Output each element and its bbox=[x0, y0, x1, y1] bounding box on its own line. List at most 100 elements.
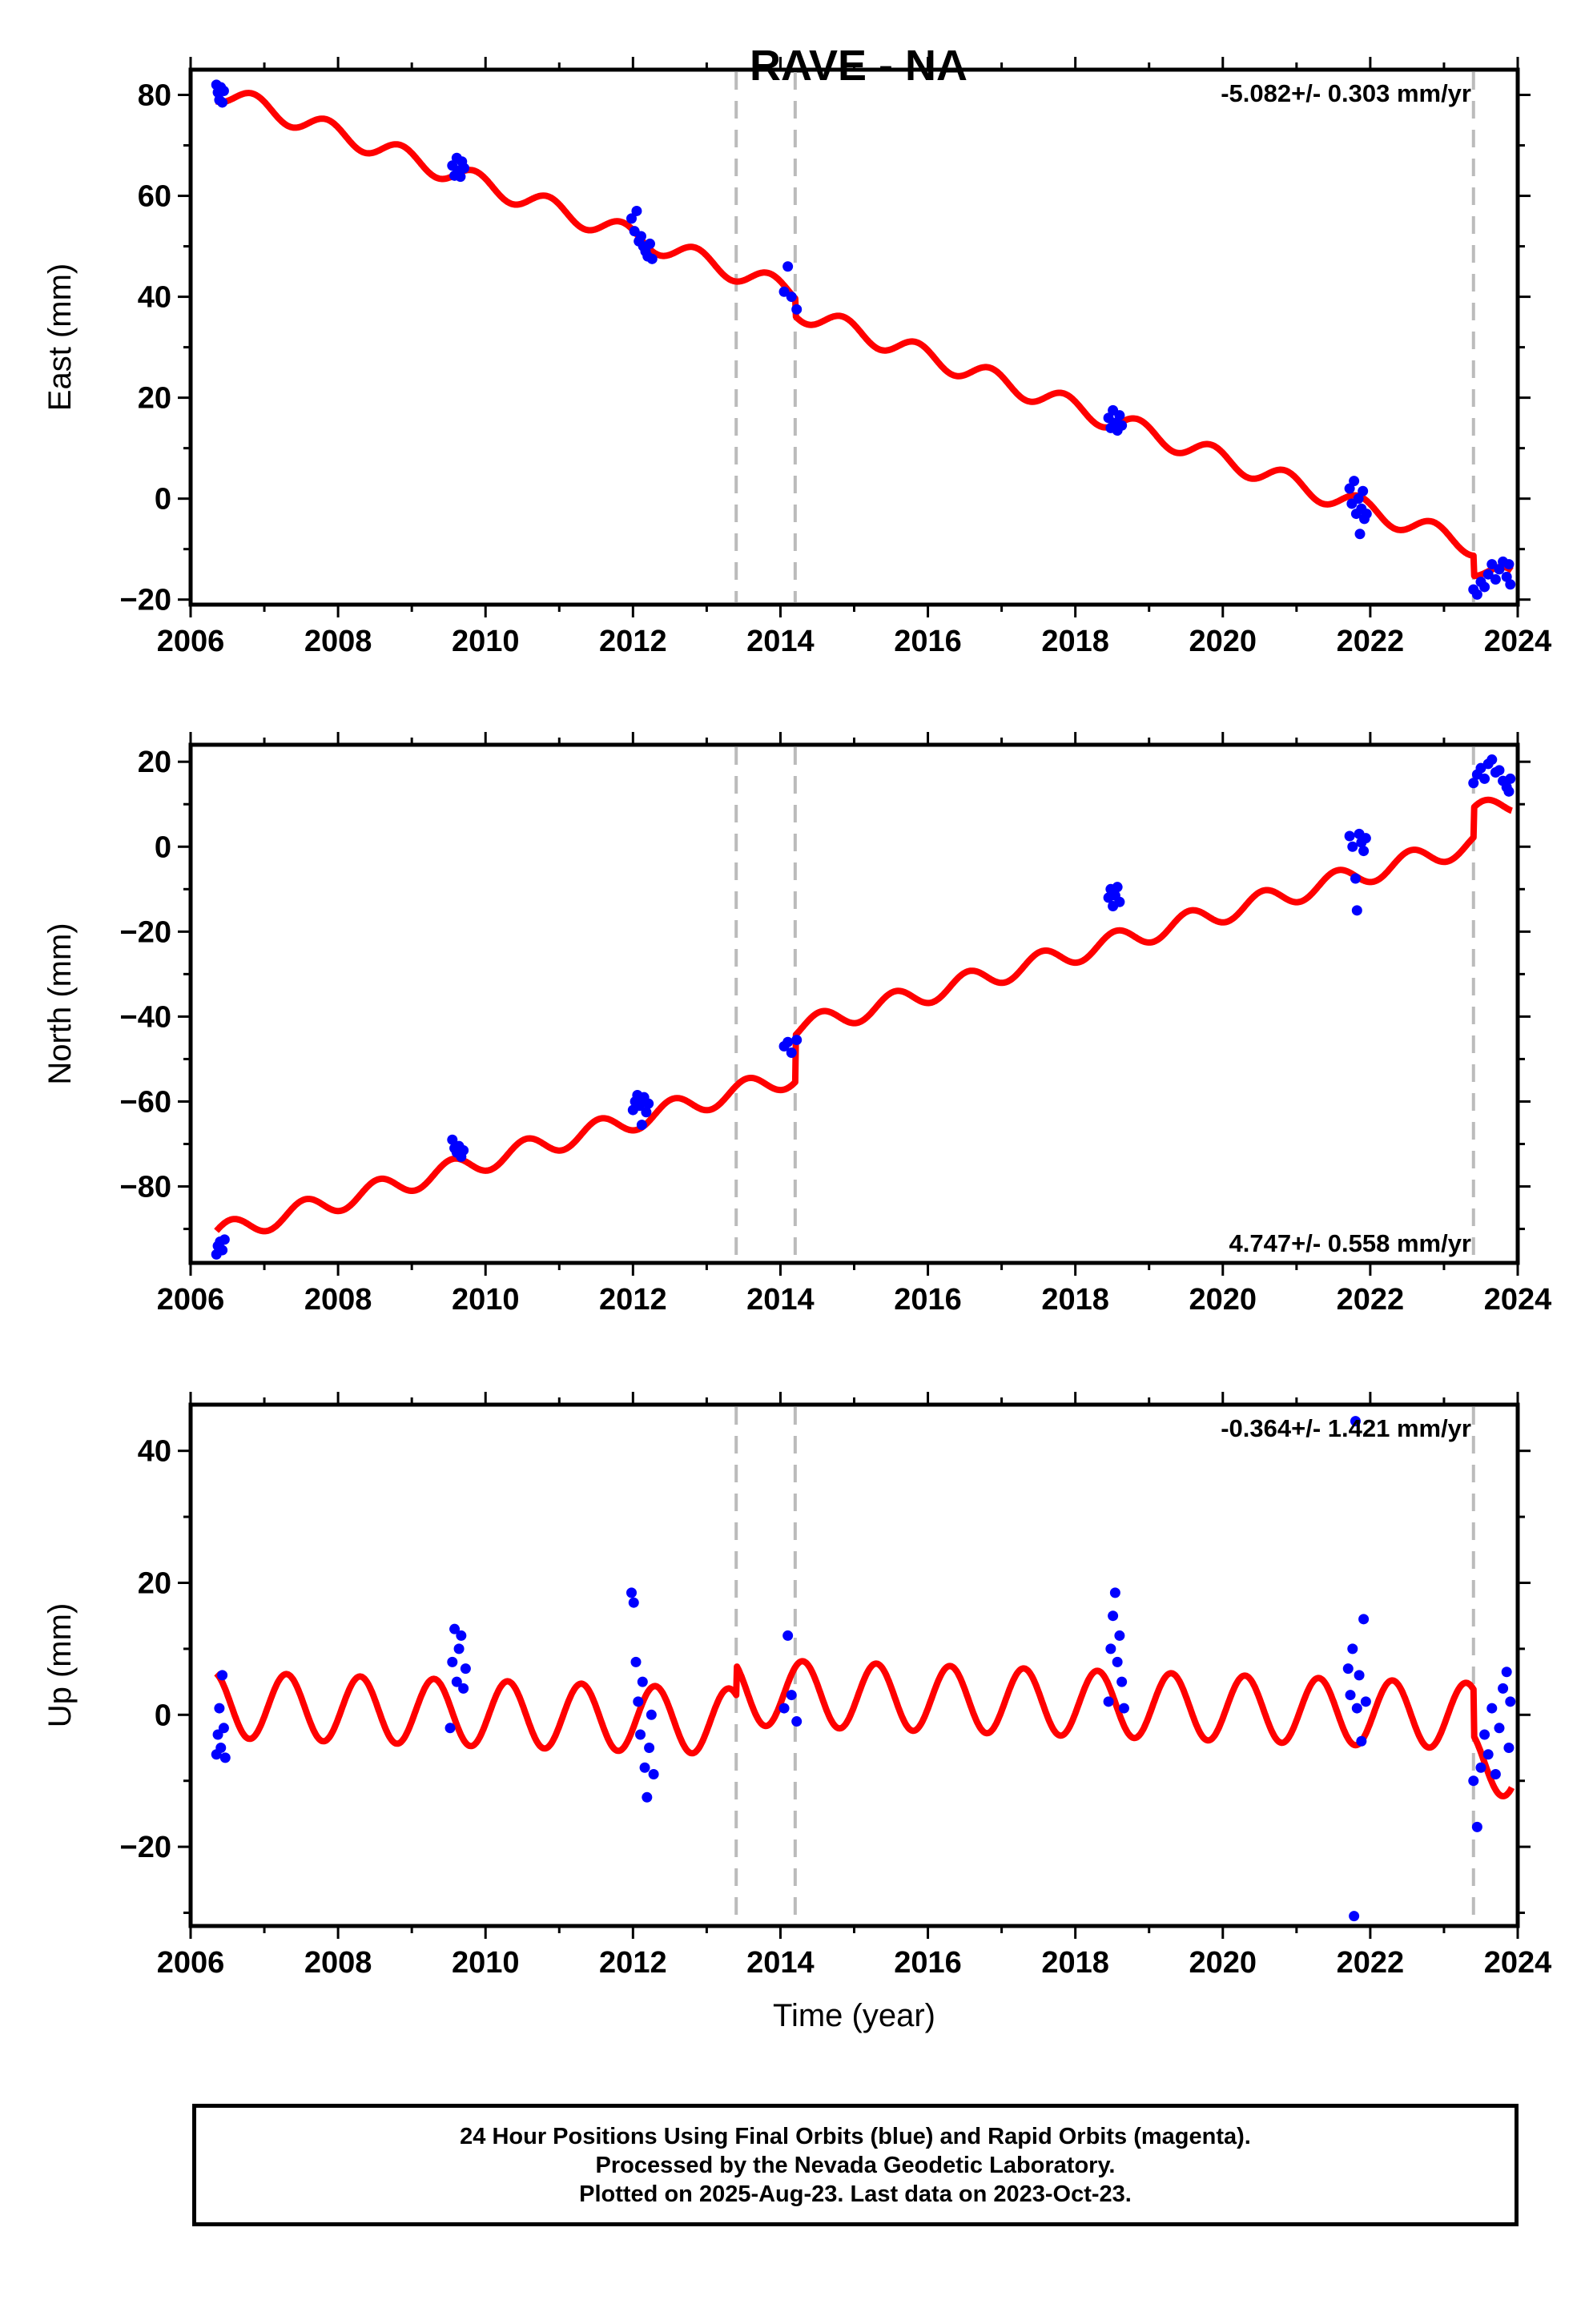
up-x-tick-label: 2024 bbox=[1484, 1946, 1552, 1980]
north-data-point bbox=[447, 1134, 458, 1145]
north-data-point bbox=[1351, 905, 1362, 916]
up-panel: 2006 2008 2010 2012 2014 2016 2018 2020 2022 2024… bbox=[42, 1392, 1551, 2033]
up-data-point bbox=[1479, 1729, 1490, 1740]
north-y-tick-label: −60 bbox=[120, 1085, 171, 1119]
east-plot-frame bbox=[188, 67, 1520, 607]
north-data-point bbox=[1360, 833, 1371, 844]
up-data-point bbox=[630, 1656, 642, 1667]
up-x-tick-label: 2008 bbox=[304, 1946, 372, 1980]
east-data-point bbox=[1349, 476, 1360, 487]
east-data-point bbox=[1479, 581, 1490, 593]
north-x-tick-label: 2008 bbox=[304, 1283, 372, 1317]
up-plot-frame bbox=[188, 1402, 1520, 1928]
up-data-point bbox=[218, 1723, 229, 1734]
up-data-point bbox=[782, 1630, 794, 1641]
east-x-tick-label: 2022 bbox=[1337, 625, 1405, 658]
east-data-point bbox=[778, 286, 790, 297]
east-y-tick-label: 60 bbox=[138, 180, 171, 214]
north-data-point bbox=[1503, 786, 1515, 797]
east-data-point bbox=[782, 261, 794, 272]
up-y-tick-label: −20 bbox=[120, 1831, 171, 1864]
up-data-point bbox=[451, 1676, 462, 1687]
up-data-point bbox=[1490, 1768, 1501, 1779]
up-data-point bbox=[1482, 1749, 1494, 1760]
up-data-point bbox=[1360, 1696, 1371, 1707]
north-x-tick-label: 2022 bbox=[1337, 1283, 1405, 1317]
north-x-tick-label: 2018 bbox=[1041, 1283, 1109, 1317]
north-x-tick-label: 2010 bbox=[452, 1283, 520, 1317]
up-data-point bbox=[214, 1703, 225, 1714]
up-data-point bbox=[1114, 1630, 1125, 1641]
north-data-point bbox=[1114, 896, 1125, 907]
east-panel: 2006 2008 2010 2012 2014 2016 2018 2020 2022 2024… bbox=[42, 57, 1551, 658]
up-model-line bbox=[214, 1658, 1515, 1799]
up-data-point bbox=[639, 1762, 650, 1773]
north-data-point bbox=[782, 1036, 794, 1047]
up-x-tick-label: 2006 bbox=[157, 1946, 225, 1980]
north-data-point bbox=[636, 1120, 647, 1131]
east-data-point bbox=[1353, 493, 1364, 505]
up-data-point bbox=[1358, 1614, 1370, 1625]
up-data-point bbox=[1351, 1703, 1362, 1714]
north-data-point bbox=[1344, 830, 1355, 842]
east-y-tick-label: 40 bbox=[138, 281, 171, 315]
up-data-point bbox=[1116, 1676, 1128, 1687]
up-data-point bbox=[1349, 1911, 1360, 1922]
up-data-point bbox=[791, 1716, 803, 1727]
east-data-point bbox=[218, 85, 229, 96]
up-data-point bbox=[445, 1723, 456, 1734]
up-data-point bbox=[1118, 1703, 1129, 1714]
east-x-tick-label: 2016 bbox=[894, 625, 962, 658]
east-data-point bbox=[1361, 509, 1372, 520]
north-data-point bbox=[1350, 873, 1361, 884]
up-data-point bbox=[1501, 1667, 1512, 1678]
north-x-tick-label: 2012 bbox=[599, 1283, 667, 1317]
up-data-point bbox=[1347, 1643, 1358, 1655]
up-data-point bbox=[1505, 1696, 1516, 1707]
north-rate-label: 4.747+/- 0.558 mm/yr bbox=[1229, 1229, 1471, 1257]
north-data-point bbox=[1112, 882, 1123, 893]
north-data-point bbox=[1358, 846, 1370, 857]
north-data-point bbox=[1505, 773, 1516, 784]
caption-line-2: Processed by the Nevada Geodetic Laborat… bbox=[595, 2152, 1116, 2178]
north-data-point bbox=[1494, 765, 1505, 776]
east-data-point bbox=[1116, 420, 1128, 431]
north-data-point bbox=[1479, 773, 1490, 784]
up-x-tick-label: 2020 bbox=[1189, 1946, 1257, 1980]
east-data-point bbox=[1354, 529, 1366, 540]
north-data-point bbox=[634, 1100, 646, 1112]
east-y-tick-label: −20 bbox=[120, 584, 171, 617]
north-x-tick-label: 2020 bbox=[1189, 1283, 1257, 1317]
up-data-point bbox=[786, 1690, 797, 1701]
caption-line-1: 24 Hour Positions Using Final Orbits (bl… bbox=[460, 2123, 1251, 2149]
up-data-point bbox=[1486, 1703, 1498, 1714]
east-data-point bbox=[1490, 573, 1501, 585]
north-data-point bbox=[217, 1244, 228, 1256]
east-data-point bbox=[1482, 569, 1494, 580]
up-rate-label: -0.364+/- 1.421 mm/yr bbox=[1221, 1414, 1471, 1442]
caption-line-3: Plotted on 2025-Aug-23. Last data on 202… bbox=[579, 2181, 1132, 2207]
east-x-tick-label: 2008 bbox=[304, 625, 372, 658]
north-data-point bbox=[643, 1098, 654, 1109]
up-data-point bbox=[1112, 1656, 1123, 1667]
north-y-axis-label: North (mm) bbox=[42, 923, 78, 1084]
up-x-tick-label: 2012 bbox=[599, 1946, 667, 1980]
up-data-point bbox=[1503, 1743, 1515, 1754]
north-y-tick-label: 0 bbox=[155, 830, 171, 864]
up-x-tick-label: 2014 bbox=[746, 1946, 815, 1980]
up-data-point bbox=[1356, 1735, 1367, 1747]
up-data-point bbox=[635, 1729, 646, 1740]
up-data-point bbox=[456, 1630, 467, 1641]
north-x-tick-label: 2014 bbox=[746, 1283, 815, 1317]
up-y-tick-label: 20 bbox=[138, 1566, 171, 1600]
up-data-point bbox=[453, 1643, 465, 1655]
up-data-point bbox=[646, 1709, 657, 1720]
east-data-point bbox=[1471, 589, 1482, 600]
north-data-point bbox=[1468, 778, 1479, 789]
east-data-point bbox=[626, 213, 637, 224]
up-data-point bbox=[458, 1683, 469, 1694]
up-data-point bbox=[642, 1791, 653, 1803]
east-y-tick-label: 0 bbox=[155, 483, 171, 517]
north-plot-frame bbox=[188, 742, 1520, 1265]
up-data-point bbox=[1350, 1416, 1361, 1427]
